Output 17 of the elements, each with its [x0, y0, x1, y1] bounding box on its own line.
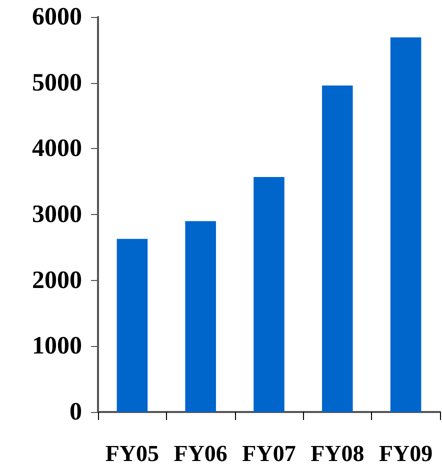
x-tick-label: FY08	[310, 441, 364, 466]
y-tick-label: 4000	[32, 135, 82, 162]
x-tick-label: FY07	[242, 441, 296, 466]
y-tick-label: 5000	[32, 69, 82, 96]
y-tick-label: 2000	[32, 266, 82, 294]
y-tick-label: 6000	[32, 4, 82, 30]
x-tick-label: FY05	[105, 441, 160, 466]
x-tick-label: FY06	[174, 441, 228, 466]
bar	[254, 176, 284, 412]
y-tick-label: 3000	[32, 201, 82, 228]
y-tick-label: 0	[70, 398, 82, 426]
bar	[390, 37, 422, 412]
x-tick-label: FY09	[378, 441, 433, 466]
bar	[322, 85, 353, 412]
bar	[116, 238, 148, 412]
y-tick-label: 1000	[32, 332, 82, 360]
bar	[185, 221, 216, 412]
